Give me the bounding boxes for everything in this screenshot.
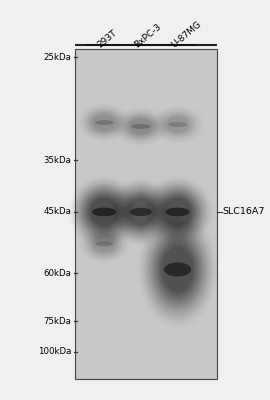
Ellipse shape	[95, 241, 113, 246]
Text: 100kDa: 100kDa	[38, 347, 71, 356]
Text: 45kDa: 45kDa	[43, 208, 71, 216]
Ellipse shape	[157, 191, 198, 233]
Ellipse shape	[154, 235, 201, 304]
Ellipse shape	[126, 197, 155, 227]
Ellipse shape	[158, 241, 197, 298]
Ellipse shape	[162, 196, 193, 228]
FancyBboxPatch shape	[75, 49, 217, 379]
Ellipse shape	[150, 230, 205, 310]
Ellipse shape	[120, 190, 161, 234]
Ellipse shape	[80, 187, 128, 236]
Ellipse shape	[148, 227, 207, 312]
Ellipse shape	[77, 184, 132, 240]
Ellipse shape	[85, 192, 123, 231]
Ellipse shape	[155, 189, 200, 235]
Text: 75kDa: 75kDa	[43, 317, 71, 326]
Text: U-87MG: U-87MG	[169, 19, 203, 49]
Ellipse shape	[153, 187, 202, 236]
Ellipse shape	[78, 186, 130, 238]
Text: SLC16A7: SLC16A7	[223, 208, 265, 216]
Text: BxPC-3: BxPC-3	[133, 22, 163, 49]
Ellipse shape	[160, 194, 195, 230]
Text: 293T: 293T	[96, 28, 119, 49]
Ellipse shape	[117, 187, 164, 237]
Ellipse shape	[119, 188, 163, 235]
Ellipse shape	[122, 192, 160, 232]
Ellipse shape	[156, 238, 199, 301]
Ellipse shape	[152, 232, 203, 307]
Ellipse shape	[90, 198, 118, 226]
Ellipse shape	[166, 208, 190, 216]
Ellipse shape	[158, 192, 197, 231]
Ellipse shape	[146, 224, 209, 315]
Ellipse shape	[125, 195, 157, 229]
Ellipse shape	[152, 186, 204, 238]
Ellipse shape	[92, 208, 116, 216]
Ellipse shape	[160, 244, 195, 296]
Ellipse shape	[128, 198, 154, 226]
Ellipse shape	[164, 262, 191, 277]
Ellipse shape	[88, 196, 120, 228]
Ellipse shape	[164, 198, 192, 226]
Ellipse shape	[83, 191, 125, 233]
Ellipse shape	[162, 246, 194, 293]
Text: 25kDa: 25kDa	[43, 52, 71, 62]
Ellipse shape	[131, 124, 150, 129]
Ellipse shape	[95, 120, 113, 125]
Ellipse shape	[130, 208, 152, 216]
Ellipse shape	[168, 122, 187, 127]
Ellipse shape	[82, 189, 127, 235]
Ellipse shape	[123, 194, 158, 230]
Ellipse shape	[87, 194, 122, 230]
Ellipse shape	[116, 185, 166, 238]
Ellipse shape	[150, 184, 205, 240]
Text: 60kDa: 60kDa	[43, 269, 71, 278]
Text: 35kDa: 35kDa	[43, 156, 71, 165]
